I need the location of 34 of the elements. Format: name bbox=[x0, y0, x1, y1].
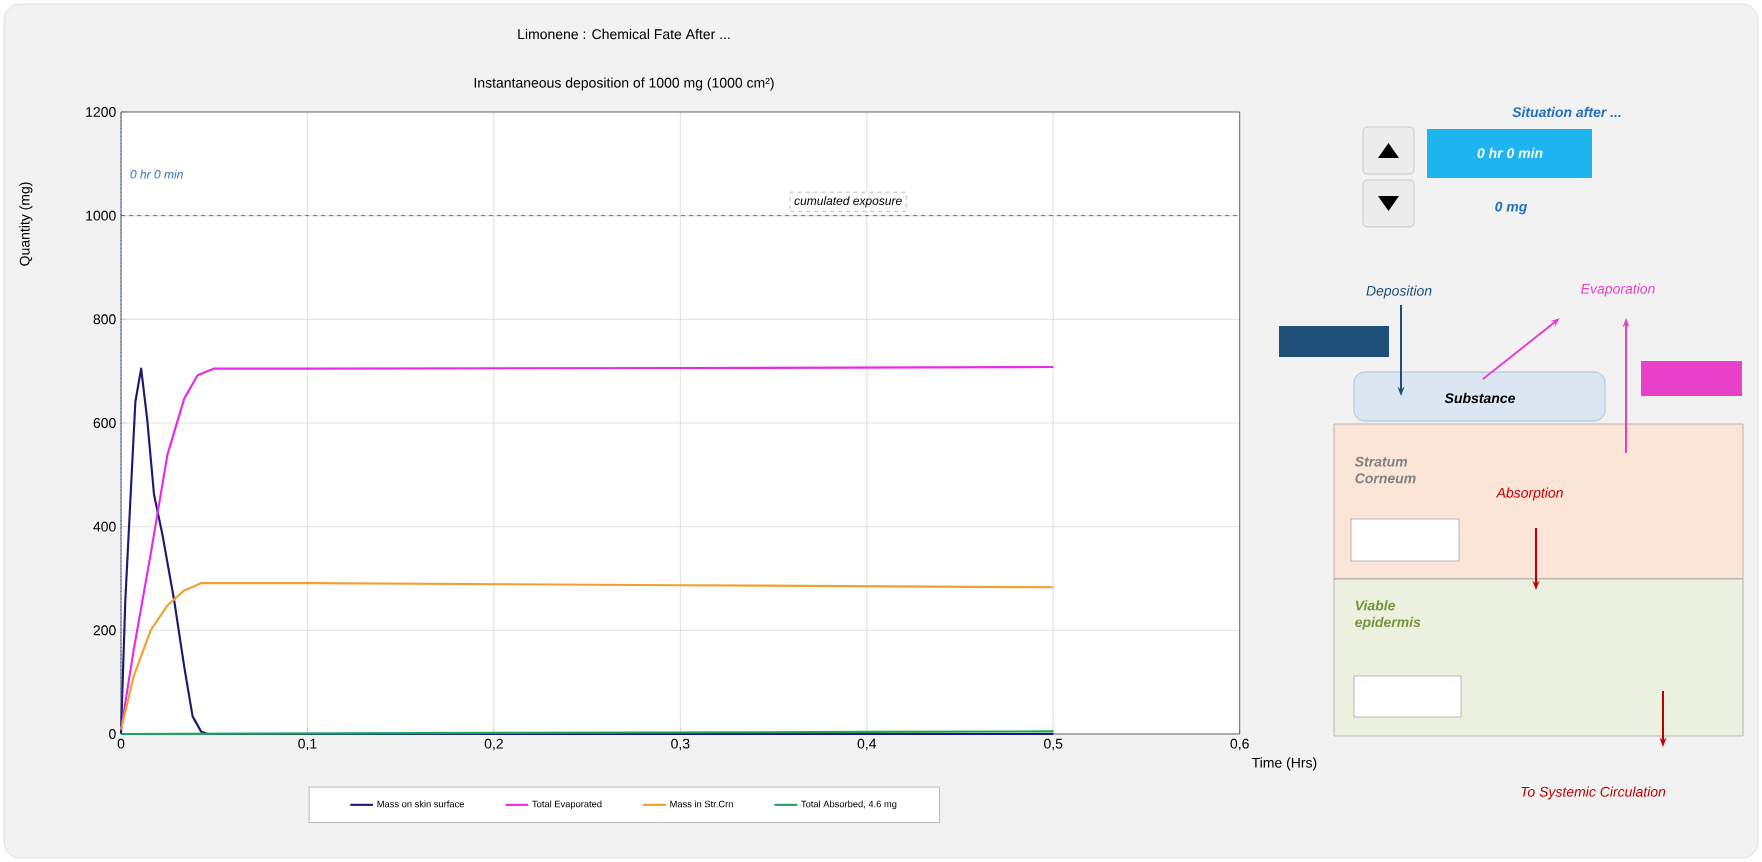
chart-subtitle: Instantaneous deposition of 1000 mg (1000 cm²) bbox=[474, 77, 774, 91]
y-tick-label: 400 bbox=[93, 521, 116, 532]
y-tick-label: 800 bbox=[93, 314, 116, 325]
y-axis-title: Quantity (mg) bbox=[19, 182, 33, 266]
x-tick-label: 0,3 bbox=[671, 738, 690, 751]
legend-label: Mass on skin surface bbox=[377, 800, 464, 808]
text: Absorption bbox=[1495, 487, 1563, 501]
x-tick-label: 0 bbox=[117, 738, 125, 749]
text: 0 hr 0 min bbox=[1477, 147, 1543, 159]
y-tick-label: 1000 bbox=[86, 210, 116, 221]
x-tick-label: 0,1 bbox=[298, 738, 317, 751]
text: To Systemic Circulation bbox=[1521, 786, 1666, 800]
text: Viable epidermis bbox=[1355, 600, 1421, 630]
x-tick-label: 0,6 bbox=[1230, 738, 1249, 751]
x-tick-label: 0,2 bbox=[484, 738, 503, 751]
x-tick-label: 0,5 bbox=[1044, 738, 1063, 751]
chart-title: Limonene : Chemical Fate After ... bbox=[518, 28, 730, 40]
x-tick-label: 0,4 bbox=[857, 738, 877, 751]
y-tick-label: 1200 bbox=[86, 107, 116, 117]
text: Substance bbox=[1444, 392, 1516, 404]
text: 0 mg bbox=[1495, 201, 1528, 215]
text: Deposition bbox=[1366, 285, 1432, 299]
text: Stratum Corneum bbox=[1354, 456, 1416, 484]
text: Situation after ... bbox=[1512, 106, 1621, 118]
y-tick-label: 0 bbox=[109, 729, 116, 739]
legend-label: Total Evaporated bbox=[532, 800, 602, 810]
text: Evaporation bbox=[1581, 283, 1655, 297]
ref-line-label: cumulated exposure bbox=[794, 196, 902, 208]
x-axis-title: Time (Hrs) bbox=[1251, 757, 1317, 771]
legend-label: Total Absorbed, 4.6 mg bbox=[801, 800, 897, 810]
y-tick-label: 200 bbox=[93, 625, 116, 636]
ref-line-label: 0 hr 0 min bbox=[130, 169, 183, 179]
y-tick-label: 600 bbox=[93, 418, 116, 428]
legend-label: Mass in Str.Crn bbox=[670, 800, 733, 808]
